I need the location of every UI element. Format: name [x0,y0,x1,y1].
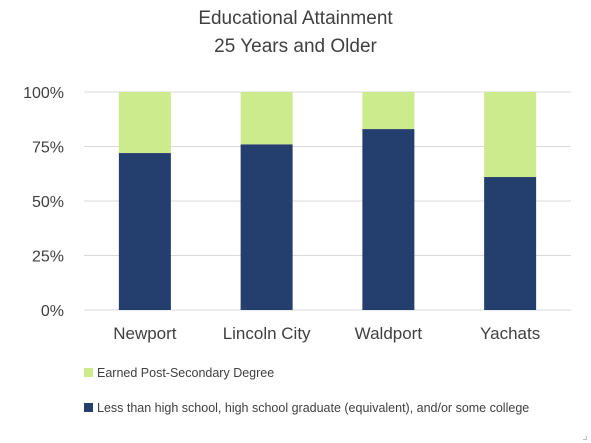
x-axis-categories: Newport Lincoln City Waldport Yachats [113,324,540,343]
bar-segment-less-than-degree [362,129,415,310]
y-tick-label: 0% [41,303,64,320]
legend-label: Less than high school, high school gradu… [97,401,530,415]
legend-swatch [84,403,93,413]
legend-item-less-than-degree: Less than high school, high school gradu… [84,399,554,417]
bar-segment-post-secondary [484,92,537,178]
y-tick-label: 50% [32,194,64,211]
x-category-label: Waldport [355,324,423,343]
legend-label: Earned Post-Secondary Degree [97,366,275,380]
legend-swatch [84,368,93,378]
bar-segment-less-than-degree [484,177,537,310]
chart-subtitle: 25 Years and Older [214,36,377,57]
bar-segment-post-secondary [118,92,171,154]
bars [118,92,537,310]
y-tick-label: 100% [23,85,64,102]
bar-segment-less-than-degree [118,153,171,310]
legend-item-post-secondary: Earned Post-Secondary Degree [84,364,554,382]
stacked-bar-chart: 0% 25% 50% 75% 100% Newport Lincoln City Waldp… [23,85,571,343]
x-category-label: Yachats [480,324,540,343]
x-category-label: Newport [113,324,177,343]
y-tick-label: 75% [32,140,64,157]
bar-segment-less-than-degree [240,144,293,310]
y-tick-label: 25% [32,249,64,266]
x-category-label: Lincoln City [223,324,311,343]
chart-title: Educational Attainment [198,8,393,29]
resize-corner [583,436,587,440]
bar-segment-post-secondary [362,92,415,130]
y-axis-ticks: 0% 25% 50% 75% 100% [23,85,64,320]
bar-segment-post-secondary [240,92,293,145]
